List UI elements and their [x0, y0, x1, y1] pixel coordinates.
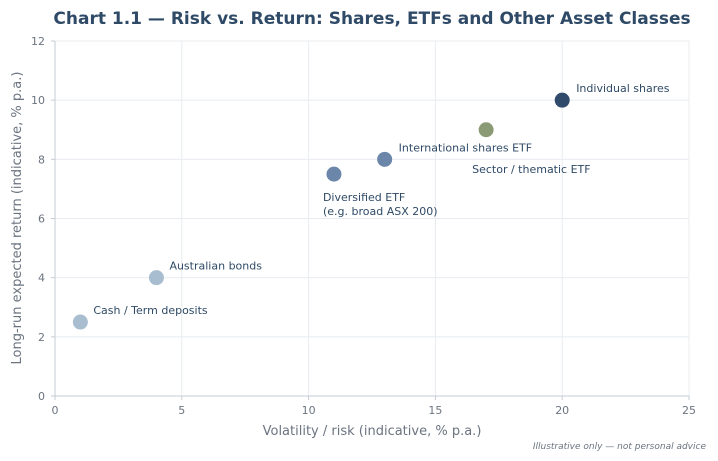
x-tick-label: 20: [555, 404, 569, 417]
scatter-point: [148, 270, 164, 286]
scatter-point: [377, 151, 393, 167]
x-tick-label: 0: [52, 404, 59, 417]
scatter-point: [554, 92, 570, 108]
point-label: Cash / Term deposits: [93, 304, 208, 317]
y-tick-label: 6: [38, 213, 45, 226]
y-tick-label: 10: [31, 94, 45, 107]
point-label: Individual shares: [576, 82, 670, 95]
point-label: Sector / thematic ETF: [472, 163, 590, 176]
y-tick-label: 2: [38, 331, 45, 344]
x-tick-label: 10: [302, 404, 316, 417]
x-tick-label: 5: [178, 404, 185, 417]
point-label: Diversified ETF (e.g. broad ASX 200): [323, 191, 438, 218]
x-tick-label: 15: [428, 404, 442, 417]
y-tick-label: 4: [38, 272, 45, 285]
scatter-point: [72, 314, 88, 330]
data-points: [72, 92, 570, 330]
axes: [51, 40, 690, 400]
scatter-point: [478, 122, 494, 138]
scatter-point: [326, 166, 342, 182]
y-tick-label: 8: [38, 153, 45, 166]
y-tick-label: 12: [31, 35, 45, 48]
x-tick-label: 25: [682, 404, 696, 417]
point-label: Australian bonds: [169, 260, 262, 273]
tick-labels: 0 5 10 15 20 25 0 2 4 6 8 10 12: [31, 35, 696, 417]
chart-title: Chart 1.1 — Risk vs. Return: Shares, ETF…: [53, 9, 690, 29]
y-tick-label: 0: [38, 390, 45, 403]
footnote: Illustrative only — not personal advice: [533, 442, 707, 452]
point-label: International shares ETF: [399, 141, 532, 154]
y-axis-label: Long-run expected return (indicative, % …: [10, 72, 25, 365]
x-axis-label: Volatility / risk (indicative, % p.a.): [263, 424, 482, 439]
grid: [54, 40, 690, 397]
point-labels: Cash / Term deposits Australian bonds Dive…: [93, 82, 669, 317]
